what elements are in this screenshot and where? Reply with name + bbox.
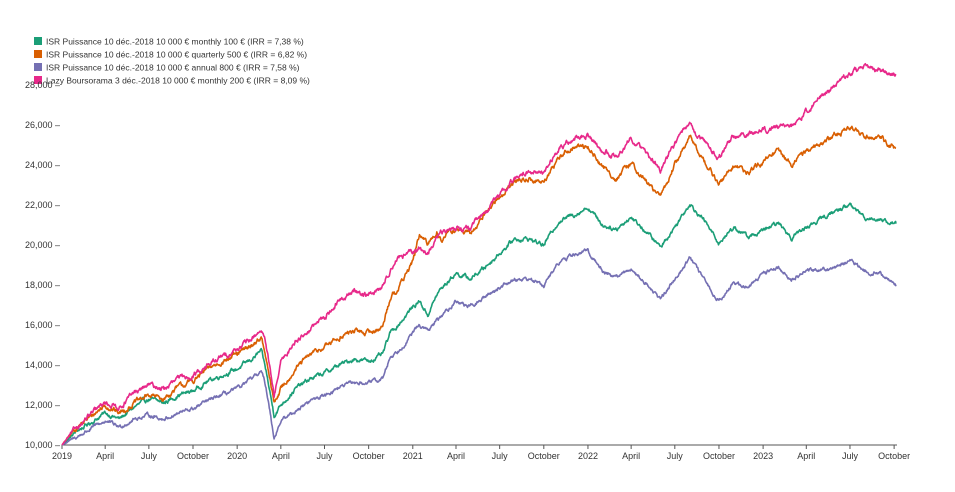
- x-tick-label: October: [528, 451, 560, 461]
- legend-swatch: [34, 76, 42, 84]
- x-tick-label: July: [842, 451, 859, 461]
- legend-label: ISR Puissance 10 déc.-2018 10 000 € annu…: [46, 63, 300, 73]
- x-tick-label: July: [667, 451, 684, 461]
- y-tick-label: 28,000 –: [25, 80, 60, 90]
- legend: ISR Puissance 10 déc.-2018 10 000 € mont…: [34, 37, 310, 86]
- x-tick-label: April: [272, 451, 290, 461]
- y-tick-label: 10,000 –: [25, 440, 60, 450]
- x-tick-label: July: [316, 451, 333, 461]
- series-line-3: [61, 248, 897, 446]
- y-tick-label: 22,000 –: [25, 200, 60, 210]
- x-tick-label: October: [177, 451, 209, 461]
- series-line-4: [61, 62, 897, 446]
- y-tick-label: 24,000 –: [25, 160, 60, 170]
- y-tick-label: 20,000 –: [25, 240, 60, 250]
- series-line-1: [61, 202, 897, 446]
- x-tick-label: October: [353, 451, 385, 461]
- legend-label: ISR Puissance 10 déc.-2018 10 000 € quar…: [46, 50, 307, 60]
- x-tick-label: October: [703, 451, 735, 461]
- x-tick-label: 2019: [52, 451, 72, 461]
- x-tick-label: 2021: [403, 451, 423, 461]
- x-tick-label: April: [96, 451, 114, 461]
- y-tick-label: 18,000 –: [25, 280, 60, 290]
- y-tick-label: 14,000 –: [25, 360, 60, 370]
- x-tick-label: July: [492, 451, 509, 461]
- y-axis: 10,000 – 12,000 – 14,000 – 16,000 – 18,000 –…: [25, 80, 60, 450]
- x-tick-label: 2020: [227, 451, 247, 461]
- x-tick-label: April: [447, 451, 465, 461]
- legend-swatch: [34, 50, 42, 58]
- series-line-2: [61, 125, 897, 446]
- legend-label: ISR Puissance 10 déc.-2018 10 000 € mont…: [46, 37, 304, 47]
- y-tick-label: 12,000 –: [25, 400, 60, 410]
- y-tick-label: 26,000 –: [25, 120, 60, 130]
- legend-swatch: [34, 63, 42, 71]
- legend-label: Lazy Boursorama 3 déc.-2018 10 000 € mon…: [46, 76, 310, 86]
- y-tick-label: 16,000 –: [25, 320, 60, 330]
- x-tick-label: 2023: [753, 451, 773, 461]
- x-tick-label: October: [878, 451, 910, 461]
- x-tick-label: 2022: [578, 451, 598, 461]
- legend-swatch: [34, 37, 42, 45]
- x-axis: 2019 April July October 2020 April July October…: [52, 444, 910, 461]
- x-tick-label: April: [622, 451, 640, 461]
- plot-area: [61, 62, 897, 446]
- x-tick-label: April: [797, 451, 815, 461]
- x-tick-label: July: [141, 451, 158, 461]
